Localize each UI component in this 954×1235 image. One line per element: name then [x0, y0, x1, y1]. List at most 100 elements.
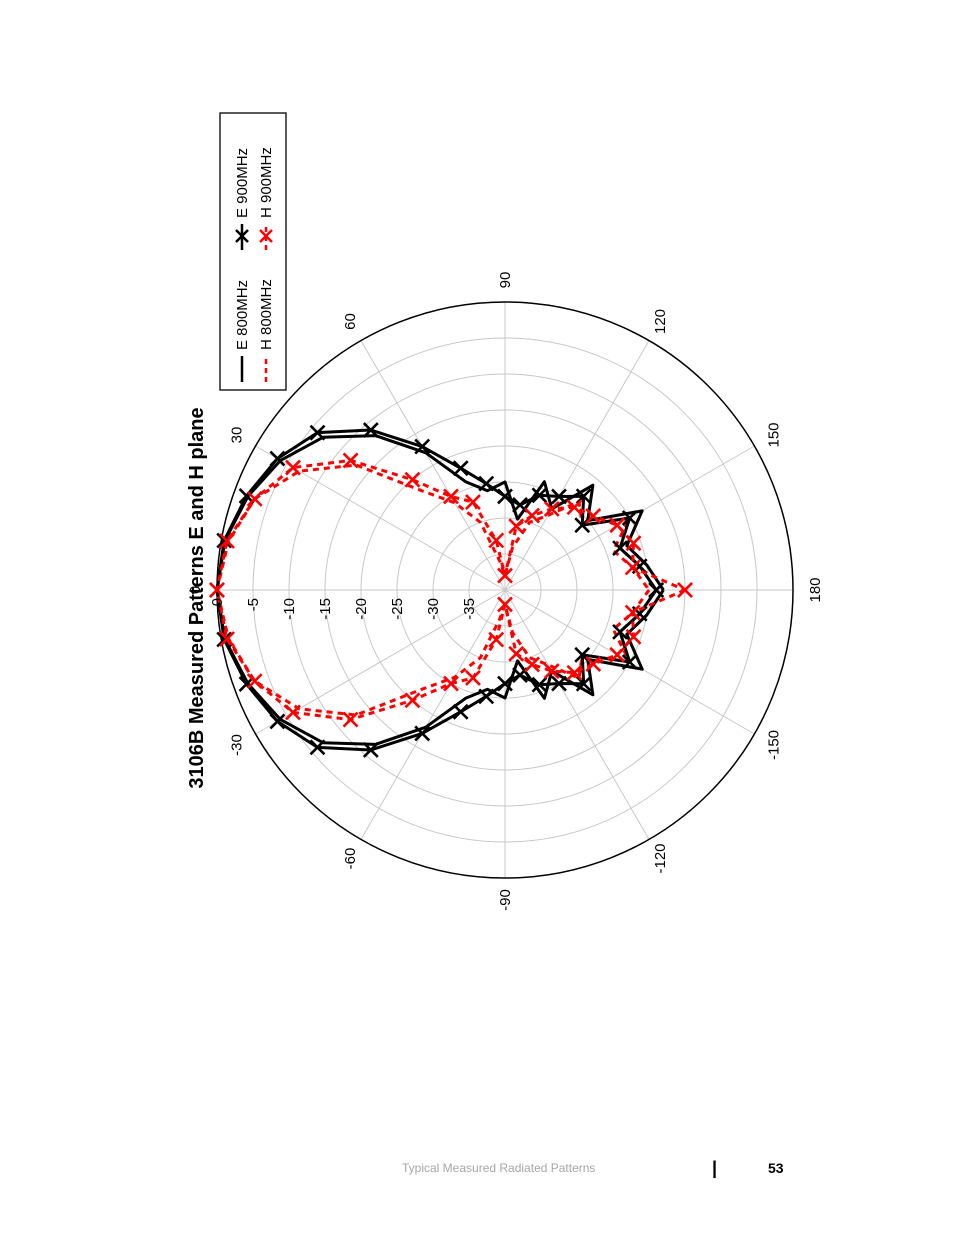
- data-point-h-900mhz-16: [246, 673, 263, 690]
- angle-tick-label-11: -30: [229, 734, 246, 756]
- data-point-h-900mhz-7: [524, 656, 541, 673]
- data-point-e-900mhz-9: [497, 675, 513, 692]
- legend-box: [219, 112, 287, 391]
- legend-marker-h900: [259, 229, 273, 243]
- data-point-h-900mhz-28: [508, 518, 525, 535]
- angle-tick-label-1: 30: [229, 427, 246, 444]
- footer-divider: |: [712, 1158, 718, 1178]
- data-point-h-900mhz-1: [624, 604, 641, 621]
- data-point-e-900mhz-15: [269, 713, 286, 730]
- data-point-e-900mhz-2: [612, 623, 628, 640]
- data-point-h-900mhz-24: [443, 488, 459, 505]
- data-point-h-900mhz-23: [404, 471, 421, 488]
- data-point-e-900mhz-12: [414, 725, 431, 742]
- data-point-h-900mhz-34: [625, 535, 642, 552]
- data-point-e-900mhz-10: [478, 688, 495, 705]
- data-point-e-900mhz-36: [648, 582, 665, 598]
- angle-tick-label-8: -120: [652, 843, 669, 873]
- radial-tick-label-1: -5: [245, 598, 262, 611]
- data-point-h-900mhz-36: [677, 582, 693, 598]
- data-point-h-900mhz-29: [524, 507, 541, 524]
- series-layer: [209, 422, 693, 758]
- data-point-h-900mhz-3: [609, 646, 626, 663]
- data-point-e-900mhz-30: [551, 488, 567, 505]
- legend-marker-e900: [235, 229, 249, 243]
- data-point-e-900mhz-33: [621, 510, 638, 526]
- data-point-h-900mhz-8: [508, 645, 525, 662]
- angle-tick-label-5: 150: [766, 422, 783, 447]
- data-point-e-900mhz-25: [452, 460, 469, 477]
- data-point-h-900mhz-20: [246, 490, 263, 507]
- data-point-h-900mhz-21: [285, 459, 301, 476]
- angle-tick-label-0: 0: [187, 586, 204, 594]
- data-point-h-900mhz-15: [285, 704, 301, 721]
- radial-tick-label-5: -25: [389, 598, 406, 620]
- data-point-h-900mhz-12: [443, 675, 459, 692]
- radial-tick-label-4: -20: [353, 598, 370, 620]
- angle-tick-label-9: -90: [497, 889, 514, 911]
- data-point-h-900mhz-26: [488, 532, 505, 549]
- data-point-e-900mhz-26: [478, 475, 495, 492]
- radial-tick-label-0: 0: [209, 598, 226, 606]
- grid-spoke-10: [360, 589, 506, 840]
- data-point-h-900mhz-9: [497, 596, 513, 613]
- angle-tick-label-7: -150: [766, 730, 783, 760]
- polar-grid: [216, 301, 794, 879]
- radial-tick-label-7: -35: [461, 598, 478, 620]
- data-point-h-900mhz-10: [488, 631, 505, 648]
- series-line-h-800mhz: [215, 463, 651, 717]
- data-point-h-900mhz-5: [566, 664, 583, 681]
- data-point-h-900mhz-32: [585, 508, 602, 524]
- angle-tick-label-3: 90: [497, 272, 514, 289]
- grid-spoke-8: [504, 589, 650, 840]
- page-number: 53: [768, 1160, 784, 1176]
- radial-tick-label-6: -30: [425, 598, 442, 620]
- data-point-h-900mhz-25: [465, 494, 481, 510]
- angle-tick-label-2: 60: [342, 313, 359, 330]
- angle-tick-label-6: 180: [807, 577, 824, 602]
- data-point-h-900mhz-17: [219, 631, 235, 647]
- grid-spoke-4: [504, 340, 650, 591]
- radial-tick-label-2: -10: [281, 598, 298, 620]
- data-point-h-900mhz-6: [543, 663, 560, 679]
- data-point-e-900mhz-27: [497, 488, 513, 505]
- data-point-e-900mhz-3: [621, 654, 638, 670]
- data-point-e-900mhz-13: [362, 742, 379, 758]
- data-point-e-900mhz-34: [612, 540, 628, 557]
- data-point-e-900mhz-23: [362, 422, 379, 438]
- angle-tick-label-10: -60: [342, 848, 359, 870]
- legend-label-e900: E 900MHz: [234, 148, 251, 218]
- data-point-h-900mhz-13: [404, 692, 421, 709]
- chart-title: 3106B Measured Patterns E and H plane: [186, 407, 208, 788]
- chart-legend: E 800MHz H 800MHz E 900MHz H 900MHz: [219, 112, 287, 391]
- legend-label-e800: E 800MHz: [234, 280, 251, 350]
- data-point-e-900mhz-29: [531, 487, 548, 504]
- tick-labels: 0 30 60 90 120 150 180 -150 -120 -90 -60 -30 0 -5 -10 -…: [187, 272, 824, 911]
- data-point-h-900mhz-19: [219, 533, 235, 549]
- data-point-e-900mhz-21: [269, 450, 286, 467]
- data-point-h-900mhz-22: [342, 452, 359, 469]
- data-point-h-900mhz-11: [465, 670, 481, 686]
- grid-spoke-2: [360, 340, 506, 591]
- legend-label-h800: H 800MHz: [258, 279, 275, 350]
- angle-tick-label-4: 120: [652, 309, 669, 334]
- data-point-e-900mhz-14: [309, 739, 326, 756]
- data-point-h-900mhz-31: [566, 499, 583, 516]
- data-point-h-900mhz-14: [342, 711, 359, 728]
- data-point-e-900mhz-22: [309, 424, 326, 441]
- data-point-h-900mhz-35: [624, 559, 641, 576]
- data-point-h-900mhz-4: [585, 656, 602, 672]
- data-point-e-900mhz-11: [452, 703, 469, 720]
- data-point-e-900mhz-7: [531, 676, 548, 693]
- footer-section-title: Typical Measured Radiated Patterns: [402, 1161, 596, 1175]
- data-point-h-900mhz-2: [625, 628, 642, 645]
- radial-tick-label-3: -15: [317, 598, 334, 620]
- legend-label-h900: H 900MHz: [258, 147, 275, 218]
- data-point-e-900mhz-6: [551, 675, 567, 692]
- data-point-h-900mhz-33: [609, 517, 626, 534]
- data-point-e-900mhz-24: [414, 438, 431, 455]
- data-point-h-900mhz-27: [497, 567, 513, 584]
- data-point-h-900mhz-30: [543, 501, 560, 517]
- data-point-h-900mhz-18: [209, 582, 225, 598]
